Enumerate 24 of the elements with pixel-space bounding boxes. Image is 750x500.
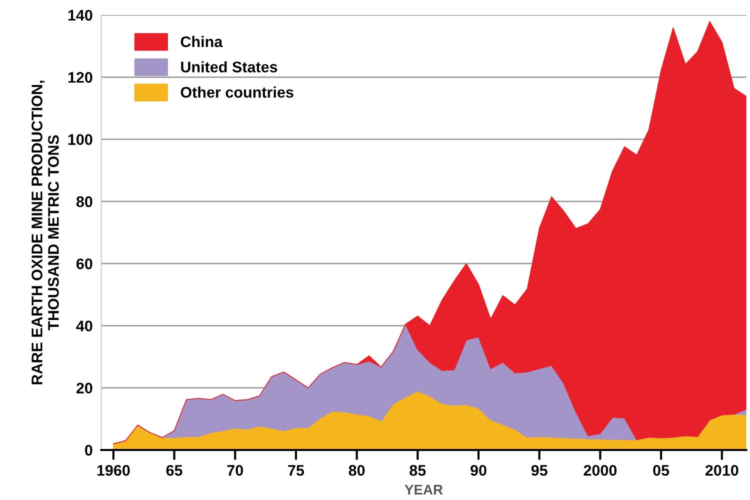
x-tick-label: 65 <box>166 464 182 476</box>
x-tick-label: 95 <box>531 464 548 476</box>
y-axis-title: RARE EARTH OXIDE MINE PRODUCTION, THOUSAND METRIC TONS <box>32 80 59 384</box>
y-tick-label: 140 <box>68 10 92 21</box>
y-tick-label: 100 <box>68 134 92 145</box>
legend-label: United States <box>181 61 278 72</box>
y-tick-label: 60 <box>76 258 92 270</box>
x-tick-label: 70 <box>227 464 243 476</box>
x-tick-label: 75 <box>288 465 304 476</box>
x-tick-label: 1960 <box>97 464 130 476</box>
y-tick-label: 80 <box>76 196 92 208</box>
legend-label: Other countries <box>180 86 294 98</box>
y-tick-label: 20 <box>76 382 92 394</box>
y-tick-label: 120 <box>68 72 92 83</box>
x-tick-label: 90 <box>470 464 486 476</box>
x-tick-label: 80 <box>348 464 365 476</box>
x-axis-title: YEAR <box>404 484 443 494</box>
y-tick-label: 40 <box>76 320 92 332</box>
x-tick-label: 2000 <box>584 464 617 476</box>
x-tick-label: 05 <box>653 464 670 476</box>
legend-label: China <box>180 36 223 48</box>
y-tick-label: 0 <box>85 444 92 456</box>
x-tick-label: 85 <box>410 464 426 476</box>
x-tick-label: 2010 <box>705 464 738 476</box>
